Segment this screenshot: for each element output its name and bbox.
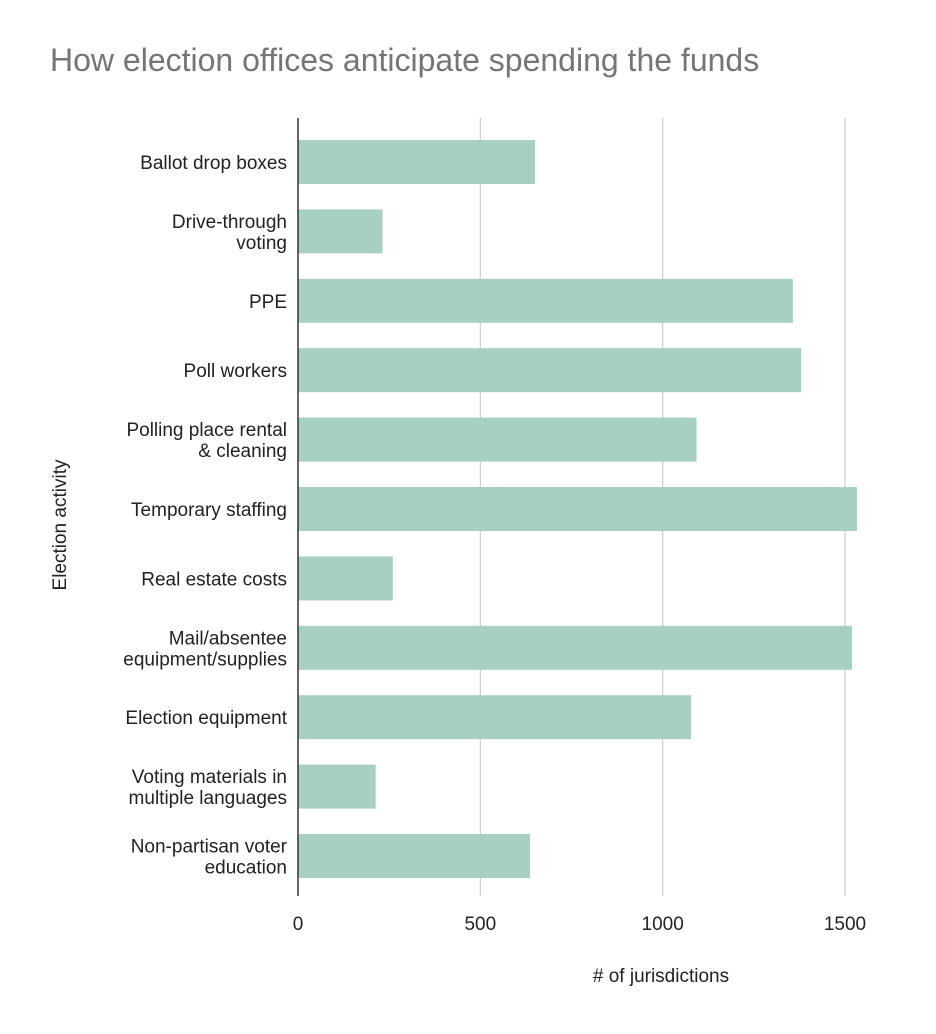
bar [298,556,393,601]
x-tick-label: 1000 [642,914,684,935]
x-tick-label: 500 [464,914,496,935]
chart-title: How election offices anticipate spending… [50,42,760,78]
category-label-line: Election equipment [125,708,287,729]
category-label-line: Poll workers [184,361,287,382]
category-label: Poll workers [184,361,287,382]
category-label: PPE [249,292,287,313]
bars [298,140,858,878]
category-label: Temporary staffing [131,500,287,521]
bar [298,487,858,531]
category-label-line: equipment/supplies [123,649,287,670]
bar [298,834,530,878]
category-label-line: voting [236,233,287,254]
category-label: Polling place rental & cleaning [126,420,287,462]
category-labels: Ballot drop boxes Drive-through voting PPE P… [123,153,287,879]
category-label-line: Temporary staffing [131,500,287,521]
bar [298,695,692,740]
x-tick-label: 1500 [824,914,866,935]
bar [298,278,793,323]
x-tick-label: 0 [293,914,304,935]
category-label: Real estate costs [141,569,287,590]
category-label-line: multiple languages [129,788,287,809]
bar [298,348,802,393]
category-label: Ballot drop boxes [140,153,287,174]
bar [298,417,697,462]
category-label-line: Voting materials in [132,767,287,788]
category-label-line: & cleaning [198,441,287,462]
category-label-line: Real estate costs [141,569,287,590]
x-axis-title: # of jurisdictions [593,966,729,987]
y-axis-title: Election activity [50,459,71,590]
category-label-line: Polling place rental [126,420,287,441]
bar [298,764,376,809]
category-label: Non-partisan voter education [131,837,288,879]
category-label: Voting materials in multiple languages [129,767,287,809]
bar [298,140,536,184]
category-label-line: PPE [249,292,287,313]
category-label-line: Ballot drop boxes [140,153,287,174]
bar [298,209,383,254]
category-label-line: Non-partisan voter [131,837,288,858]
bar [298,625,852,670]
category-label-line: Mail/absentee [169,628,287,649]
category-label: Drive-through voting [172,212,287,254]
category-label: Election equipment [125,708,287,729]
category-label-line: Drive-through [172,212,287,233]
category-label-line: education [205,858,287,879]
category-label: Mail/absentee equipment/supplies [123,628,287,670]
x-tick-labels: 0 500 1000 1500 [293,914,866,935]
